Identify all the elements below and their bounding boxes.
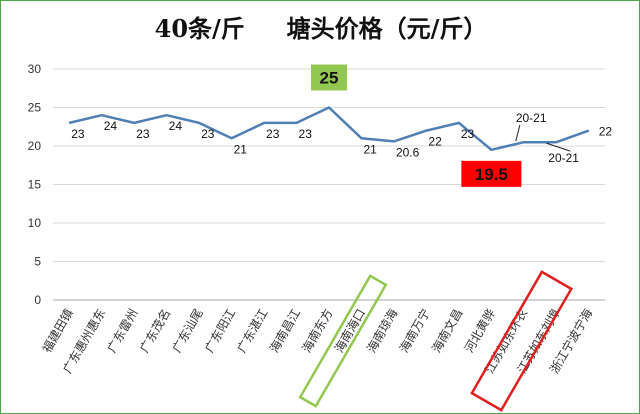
y-tick-label: 10 xyxy=(28,216,42,230)
data-label: 23 xyxy=(136,127,150,141)
y-tick-label: 0 xyxy=(34,293,41,307)
data-label: 23 xyxy=(461,127,475,141)
data-label: 24 xyxy=(104,119,118,133)
callout-label: 19.5 xyxy=(475,165,508,184)
label-highlight-box xyxy=(298,274,388,408)
label-leader-line xyxy=(546,142,571,152)
data-label: 21 xyxy=(234,142,248,156)
x-tick-label: 河北黄骅 xyxy=(462,306,498,355)
x-tick-label: 广东茂名 xyxy=(136,306,173,355)
x-tick-label: 广东湛江 xyxy=(235,307,271,356)
data-label: 20.6 xyxy=(396,145,420,159)
x-tick-label: 海南文昌 xyxy=(428,306,465,355)
series-line xyxy=(68,106,590,152)
x-tick-label: 广东阳江 xyxy=(202,307,238,356)
callout-box xyxy=(461,160,522,187)
y-tick-label: 15 xyxy=(28,178,42,192)
data-label: 23 xyxy=(266,127,280,141)
data-label: 23 xyxy=(299,127,313,141)
y-tick-label: 20 xyxy=(28,139,42,153)
x-tick-label: 福建田镇 xyxy=(39,306,76,355)
x-tick-label: 海南万宁 xyxy=(396,306,433,355)
chart-title: 40条/斤 塘头价格（元/斤） xyxy=(154,14,488,43)
data-label: 22 xyxy=(428,135,442,149)
callout-box xyxy=(311,64,347,91)
data-label: 24 xyxy=(169,119,183,133)
data-label: 22 xyxy=(599,125,613,139)
y-tick-label: 30 xyxy=(28,62,42,76)
y-tick-label: 5 xyxy=(34,255,41,269)
x-tick-label: 海南昌江 xyxy=(266,306,303,355)
data-label: 23 xyxy=(71,127,85,141)
label-leader-line xyxy=(515,125,521,142)
data-label: 21 xyxy=(363,142,377,156)
callout-label: 25 xyxy=(320,69,339,88)
data-label: 23 xyxy=(201,127,215,141)
x-tick-label: 广东雷州 xyxy=(105,307,141,356)
y-tick-label: 25 xyxy=(28,101,42,115)
data-label: 20-21 xyxy=(548,151,579,165)
data-label: 20-21 xyxy=(516,111,547,125)
label-highlight-box xyxy=(470,270,574,412)
x-tick-label: 广东汕尾 xyxy=(170,307,206,356)
